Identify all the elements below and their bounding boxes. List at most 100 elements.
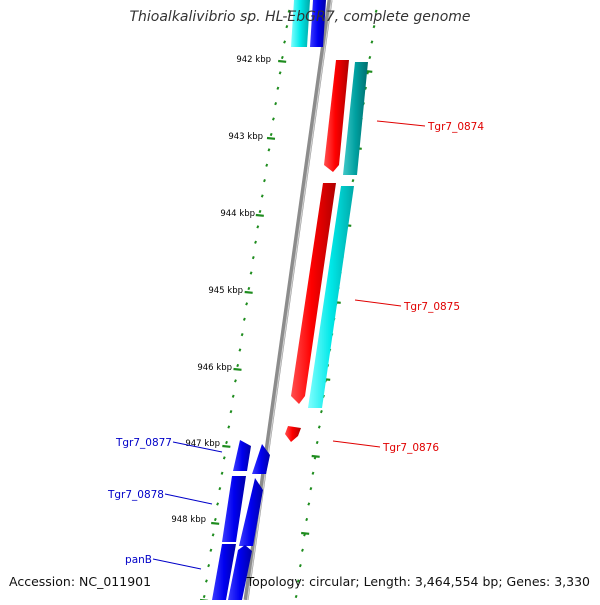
gene-tgr7-0874-cds bbox=[324, 60, 349, 172]
tick-label-946: 946 kbp bbox=[197, 363, 232, 373]
left-scale-minor-tick bbox=[220, 471, 224, 475]
leader-tgr7-0874 bbox=[376, 120, 426, 127]
right-scale-minor-tick bbox=[298, 564, 302, 568]
label-panb[interactable]: panB bbox=[125, 554, 152, 566]
label-tgr7-0877[interactable]: Tgr7_0877 bbox=[115, 437, 172, 449]
tick-label-944: 944 kbp bbox=[220, 209, 255, 219]
label-tgr7-0874[interactable]: Tgr7_0874 bbox=[427, 121, 484, 133]
left-scale-minor-tick bbox=[287, 9, 291, 13]
left-scale-minor-tick bbox=[247, 286, 251, 291]
tick-label-943: 943 kbp bbox=[228, 132, 263, 142]
left-scale-minor-tick bbox=[202, 594, 206, 599]
left-scale-minor-tick bbox=[254, 240, 257, 244]
right-scale-major-tick bbox=[311, 454, 320, 458]
left-scale-minor-tick bbox=[211, 533, 215, 537]
gene-tgr7-0877-orf bbox=[252, 444, 270, 474]
left-scale-minor-tick bbox=[216, 502, 220, 506]
left-scale-minor-tick bbox=[283, 40, 287, 44]
feature-top-orf bbox=[291, 0, 310, 47]
left-scale-minor-tick bbox=[205, 579, 208, 583]
left-scale-minor-tick bbox=[285, 25, 289, 29]
left-scale-minor-tick bbox=[260, 194, 264, 198]
left-scale-minor-tick bbox=[213, 517, 217, 522]
left-scale-minor-tick bbox=[276, 86, 280, 90]
accession-text: Accession: NC_011901 bbox=[9, 574, 152, 589]
left-scale-minor-tick bbox=[231, 394, 235, 398]
left-scale-major-tick bbox=[244, 290, 253, 294]
left-scale-minor-tick bbox=[278, 71, 282, 75]
right-scale-minor-tick bbox=[305, 517, 309, 522]
gene-tgr7-0878-cds bbox=[222, 476, 246, 542]
gene-tgr7-0875-cds bbox=[291, 183, 336, 404]
left-scale-minor-tick bbox=[251, 256, 255, 260]
right-scale-minor-tick bbox=[317, 425, 321, 429]
right-scale-minor-tick bbox=[315, 440, 319, 445]
right-scale-minor-tick bbox=[311, 471, 315, 475]
left-scale-major-tick bbox=[211, 521, 220, 525]
leader-panb bbox=[152, 558, 202, 570]
left-scale-minor-tick bbox=[207, 564, 211, 568]
left-scale-major-tick bbox=[222, 444, 231, 448]
gene-panb-orf bbox=[228, 545, 252, 600]
right-scale-minor-tick bbox=[296, 579, 300, 583]
left-scale-minor-tick bbox=[225, 440, 228, 445]
right-scale-minor-tick bbox=[374, 9, 378, 13]
gene-tgr7-0878-orf bbox=[239, 478, 263, 546]
map-title: Thioalkalivibrio sp. HL-EbGR7, complete … bbox=[129, 9, 471, 25]
leader-tgr7-0875 bbox=[354, 299, 402, 307]
gene-tgr7-0876-cds bbox=[285, 426, 301, 442]
left-scale-minor-tick bbox=[234, 379, 237, 383]
tick-label-942: 942 kbp bbox=[236, 55, 271, 65]
left-scale-minor-tick bbox=[242, 317, 246, 321]
left-scale-minor-tick bbox=[274, 102, 278, 106]
right-scale-minor-tick bbox=[351, 179, 355, 183]
left-scale-minor-tick bbox=[240, 333, 244, 337]
left-scale-minor-tick bbox=[245, 302, 249, 306]
right-scale-minor-tick bbox=[307, 502, 311, 506]
left-scale-minor-tick bbox=[256, 225, 260, 229]
right-scale-minor-tick bbox=[319, 410, 323, 414]
left-scale-minor-tick bbox=[249, 271, 253, 275]
gene-panb-cds bbox=[212, 544, 236, 600]
right-scale-minor-tick bbox=[372, 25, 376, 29]
left-scale-minor-tick bbox=[263, 179, 266, 183]
label-tgr7-0878[interactable]: Tgr7_0878 bbox=[107, 489, 164, 501]
tick-label-948: 948 kbp bbox=[171, 515, 206, 525]
left-scale-minor-tick bbox=[229, 410, 233, 414]
left-scale-minor-tick bbox=[222, 456, 226, 460]
tick-label-947: 947 kbp bbox=[185, 439, 220, 449]
right-scale-minor-tick bbox=[294, 594, 298, 599]
left-scale-minor-tick bbox=[236, 363, 240, 368]
label-tgr7-0876[interactable]: Tgr7_0876 bbox=[382, 442, 439, 454]
right-scale-minor-tick bbox=[301, 548, 304, 552]
genome-backbone-highlight bbox=[246, 0, 333, 601]
left-scale-major-tick bbox=[278, 59, 287, 63]
gene-tgr7-0877-cds bbox=[233, 440, 251, 471]
left-scale-minor-tick bbox=[271, 117, 275, 121]
label-tgr7-0875[interactable]: Tgr7_0875 bbox=[403, 301, 460, 313]
tick-label-945: 945 kbp bbox=[208, 286, 243, 296]
left-scale-major-tick bbox=[255, 213, 264, 217]
left-scale-minor-tick bbox=[280, 55, 284, 60]
leader-tgr7-0878 bbox=[164, 493, 213, 505]
gene-tgr7-0874-orf bbox=[343, 62, 368, 175]
genome-summary-text: Topology: circular; Length: 3,464,554 bp… bbox=[246, 574, 590, 589]
right-scale-minor-tick bbox=[368, 55, 372, 60]
leader-tgr7-0877 bbox=[172, 441, 223, 453]
right-scale-minor-tick bbox=[309, 487, 313, 491]
leader-tgr7-0876 bbox=[332, 440, 381, 448]
left-scale-minor-tick bbox=[265, 163, 269, 167]
left-scale-minor-tick bbox=[227, 425, 231, 429]
left-scale-minor-tick bbox=[269, 132, 273, 137]
gene-tgr7-0875-orf bbox=[308, 186, 354, 408]
left-scale-major-tick bbox=[266, 136, 276, 140]
left-scale-minor-tick bbox=[218, 487, 222, 491]
left-scale-minor-tick bbox=[258, 209, 262, 214]
right-scale-minor-tick bbox=[370, 40, 374, 44]
left-scale-major-tick bbox=[233, 367, 242, 371]
right-scale-major-tick bbox=[301, 531, 310, 535]
left-scale-minor-tick bbox=[238, 348, 242, 352]
left-scale-minor-tick bbox=[209, 548, 213, 552]
